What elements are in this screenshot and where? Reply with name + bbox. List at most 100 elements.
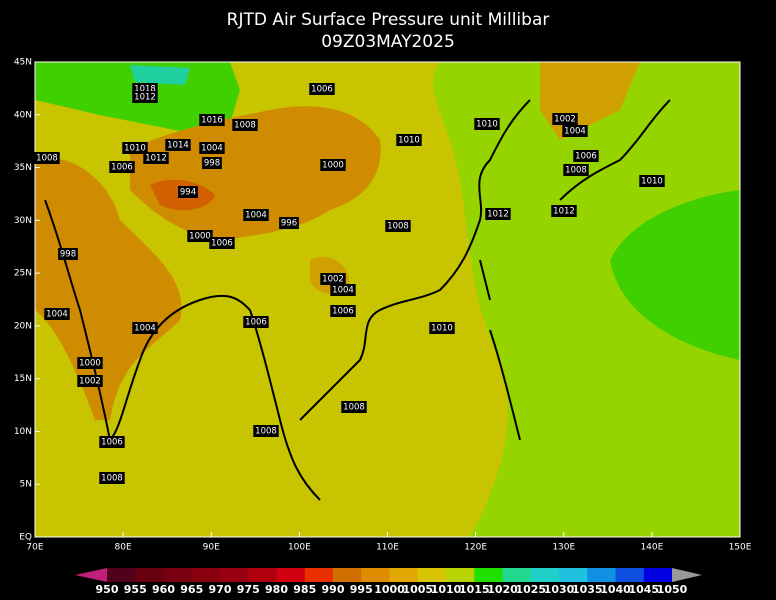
- colorbar-box: [389, 568, 419, 582]
- contour-label: 1012: [553, 207, 575, 217]
- contour-label-box: [132, 322, 158, 334]
- contour-label: 1004: [201, 144, 223, 154]
- colorbar-box: [248, 568, 277, 582]
- contour-label-box: [341, 401, 367, 413]
- colorbar-box: [417, 568, 447, 582]
- colorbar-label: 990: [322, 583, 345, 596]
- contour-label: 1006: [211, 239, 233, 249]
- contour-label: 1006: [101, 438, 123, 448]
- latitude-label: 30N: [14, 216, 32, 226]
- colorbar-box: [163, 568, 193, 582]
- colorbar-label: 955: [124, 583, 147, 596]
- colorbar-box: [361, 568, 390, 582]
- northwest-high-core: [130, 65, 190, 85]
- contour-label-box: [573, 150, 599, 162]
- latitude-label: 45N: [14, 58, 32, 68]
- colorbar-label: 965: [180, 583, 203, 596]
- colorbar-label: 1010: [431, 583, 462, 596]
- contour-label: 1012: [145, 154, 167, 164]
- contour-label: 998: [204, 159, 220, 169]
- contour-label-box: [99, 472, 125, 484]
- contour-label: 998: [60, 250, 76, 260]
- contour-label-box: [99, 436, 125, 448]
- india-low: [35, 158, 182, 420]
- contour-label-box: [143, 152, 169, 164]
- contour-label-box: [44, 308, 70, 320]
- contour-label-box: [429, 322, 455, 334]
- contour-label-box: [320, 273, 346, 285]
- contour-label: 994: [180, 188, 196, 198]
- colorbar-label: 950: [96, 583, 119, 596]
- contour-label-box: [563, 164, 589, 176]
- contour-label-box: [309, 83, 335, 95]
- colorbar-box: [276, 568, 306, 582]
- contour-label: 1010: [431, 324, 453, 334]
- contour-label-box: [562, 125, 588, 137]
- contour-label: 1008: [255, 427, 277, 437]
- contour-label-box: [474, 118, 500, 130]
- longitude-label: 130E: [552, 543, 575, 553]
- contour-label: 1010: [641, 177, 663, 187]
- colorbar-arrow-low: [75, 568, 107, 582]
- contour-label: 1006: [311, 85, 333, 95]
- contour-label: 1006: [245, 318, 267, 328]
- longitude-label: 140E: [640, 543, 663, 553]
- colorbar-label: 1045: [628, 583, 659, 596]
- contour-label-box: [199, 114, 225, 126]
- colorbar-box: [615, 568, 645, 582]
- colorbar-box: [191, 568, 221, 582]
- colorbar-label: 1040: [600, 583, 631, 596]
- contour-label: 1016: [201, 116, 223, 126]
- colorbar-label: 1005: [402, 583, 433, 596]
- contour-label-box: [639, 175, 665, 187]
- contour-label-box: [34, 152, 60, 164]
- contour-label: 1002: [554, 115, 576, 125]
- colorbar-label: 975: [237, 583, 260, 596]
- contour-label: 1010: [476, 120, 498, 130]
- colorbar-box: [107, 568, 136, 582]
- colorbar-label: 1020: [487, 583, 518, 596]
- colorbar-label: 1035: [572, 583, 603, 596]
- contour-label-box: [396, 134, 422, 146]
- contour-label: 1004: [46, 310, 68, 320]
- contour-label-box: [109, 161, 135, 173]
- colorbar-box: [643, 568, 673, 582]
- longitude-label: 110E: [376, 543, 399, 553]
- contour-label-box: [122, 142, 148, 154]
- coastline: [479, 99, 671, 441]
- latitude-label: 40N: [14, 110, 32, 120]
- title: RJTD Air Surface Pressure unit Millibar: [227, 10, 550, 30]
- latitude-label: 15N: [14, 374, 32, 384]
- colorbar-box: [304, 568, 334, 582]
- longitude-label: 100E: [288, 543, 311, 553]
- contour-label: 1014: [167, 141, 189, 151]
- colorbar-label: 1050: [657, 583, 688, 596]
- colorbar-label: 970: [209, 583, 232, 596]
- contour-label-box: [243, 209, 269, 221]
- contour-label: 1006: [332, 307, 354, 317]
- contour-label: 1008: [234, 121, 256, 131]
- colorbar-box: [530, 568, 560, 582]
- colorbar-label: 960: [152, 583, 175, 596]
- contour-label-box: [253, 425, 279, 437]
- latitude-label: 20N: [14, 321, 32, 331]
- contour-label: 1008: [36, 154, 58, 164]
- colorbar-label: 1030: [544, 583, 575, 596]
- colorbar-label: 1025: [515, 583, 546, 596]
- contour-label: 1004: [245, 211, 267, 221]
- coastline: [44, 199, 251, 443]
- colorbar-box: [135, 568, 164, 582]
- contour-label: 1012: [134, 93, 156, 103]
- contour-label: 1010: [398, 136, 420, 146]
- contour-label: 1018: [134, 85, 156, 95]
- contour-label: 1004: [134, 324, 156, 334]
- contour-label-box: [202, 157, 222, 169]
- colorbar-box: [446, 568, 475, 582]
- longitude-label: 120E: [464, 543, 487, 553]
- longitude-label: 150E: [729, 543, 752, 553]
- map-area: [35, 62, 740, 537]
- contour-label-box: [77, 357, 103, 369]
- contour-label: 1004: [332, 286, 354, 296]
